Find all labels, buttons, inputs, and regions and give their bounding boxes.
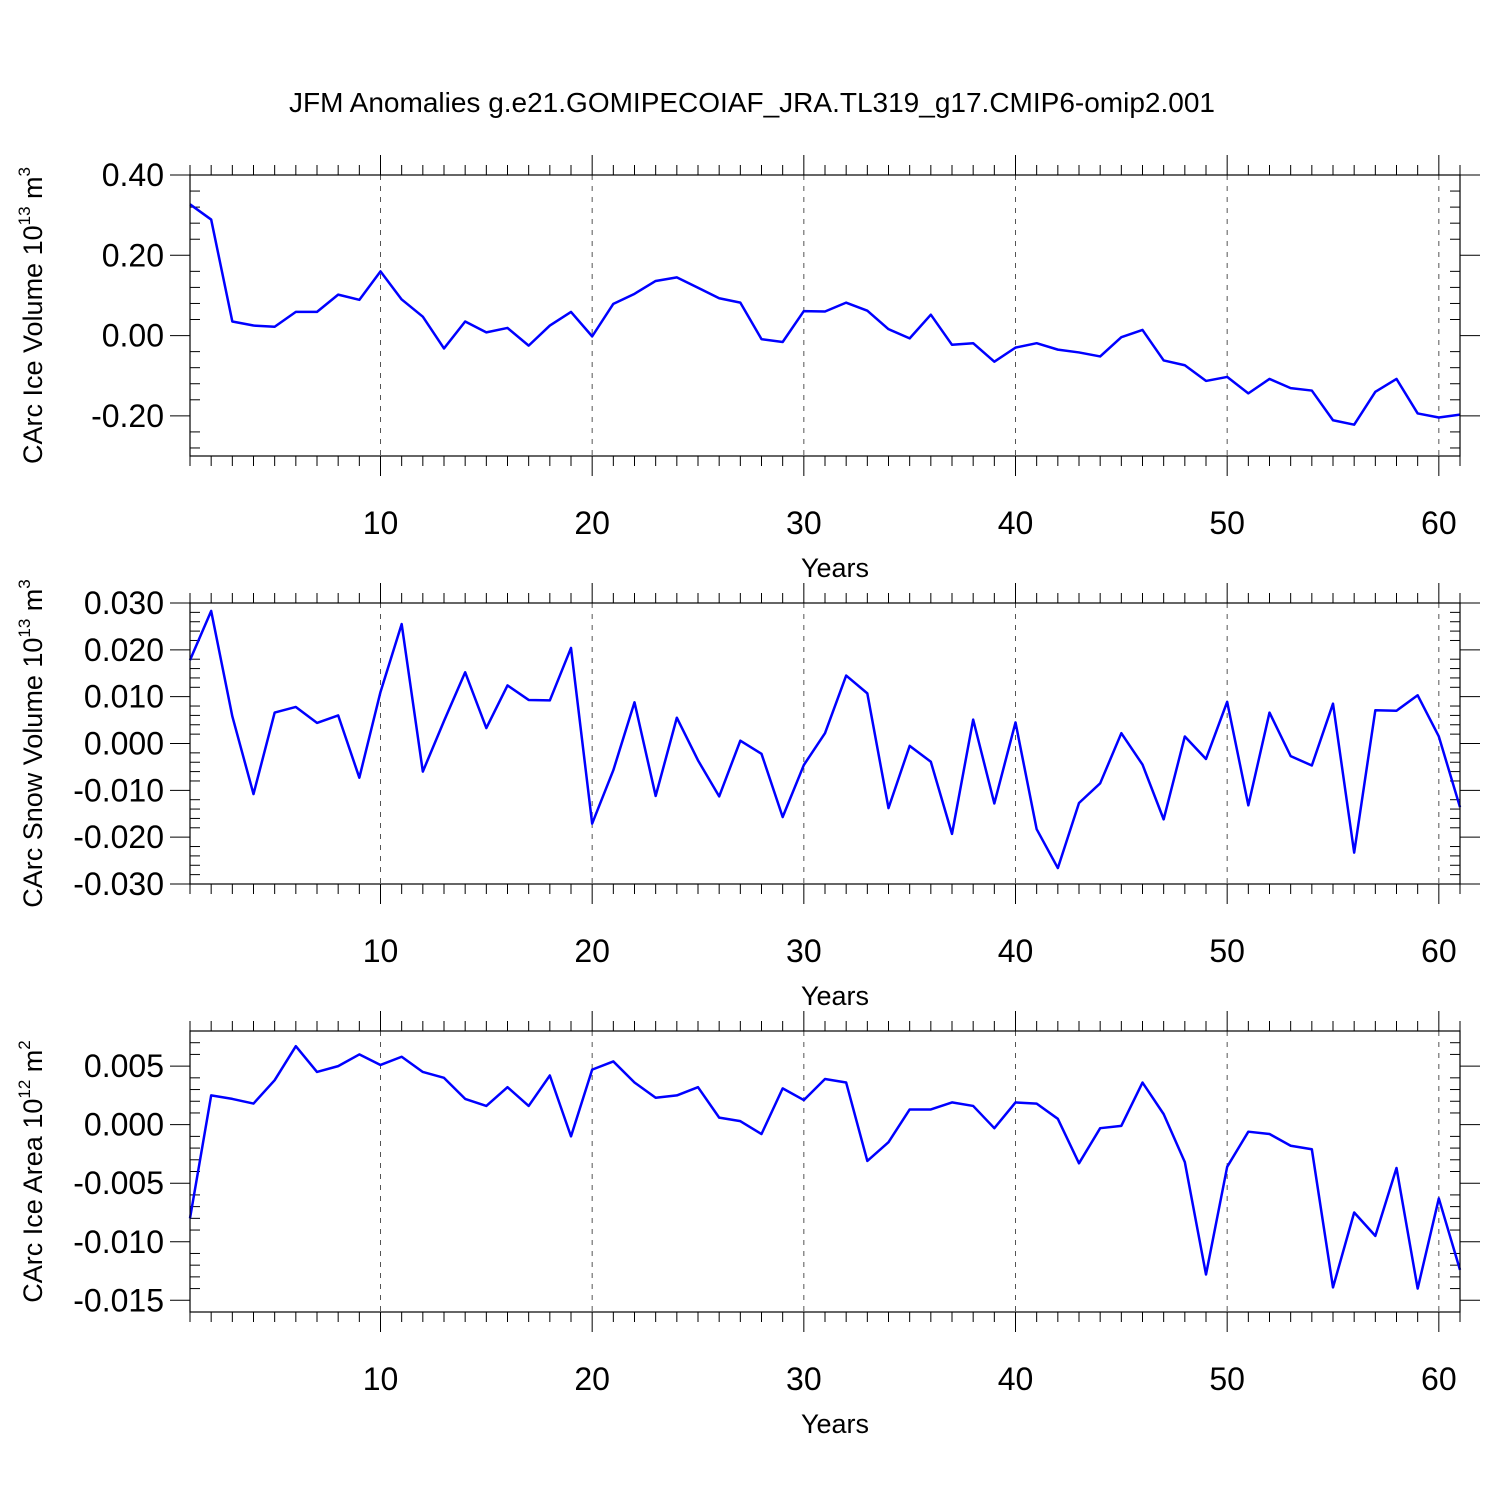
x-tick-label: 50 bbox=[1209, 933, 1245, 969]
series-line bbox=[189, 203, 1461, 426]
plot-frame bbox=[189, 174, 1461, 457]
panel-2: 10 20 30 40 50 60 0.030 0.020 0.010 0.000 -0.010 -0… bbox=[15, 579, 1480, 1011]
y-axis-label: CArc Ice Area 1012 m2 bbox=[15, 1040, 48, 1303]
x-tick-label: 20 bbox=[574, 1361, 610, 1397]
x-tick-label: 30 bbox=[786, 505, 822, 541]
x-tick-label: 10 bbox=[363, 505, 399, 541]
y-tick-label: 0.20 bbox=[102, 237, 164, 273]
y-tick-label: -0.015 bbox=[73, 1282, 164, 1318]
y-axis-label: CArc Snow Volume 1013 m3 bbox=[15, 579, 48, 908]
y-tick-label: 0.000 bbox=[84, 1107, 164, 1143]
y-tick-label: 0.020 bbox=[84, 632, 164, 668]
plot-frame bbox=[189, 1030, 1461, 1313]
x-tick-label: 30 bbox=[786, 1361, 822, 1397]
panels: 10 20 30 40 50 60 0.40 0.20 0.00 -0.20 Years CArc I… bbox=[15, 155, 1480, 1439]
x-tick-label: 20 bbox=[574, 933, 610, 969]
figure-title: JFM Anomalies g.e21.GOMIPECOIAF_JRA.TL31… bbox=[289, 87, 1215, 118]
x-tick-label: 60 bbox=[1421, 933, 1457, 969]
panel-3: 10 20 30 40 50 60 0.005 0.000 -0.005 -0.010 -0.015… bbox=[15, 1011, 1480, 1439]
y-axis-label-unit-exponent: 2 bbox=[15, 1040, 34, 1049]
plot-frame bbox=[189, 602, 1461, 885]
panel-1: 10 20 30 40 50 60 0.40 0.20 0.00 -0.20 Years CArc I… bbox=[15, 155, 1480, 583]
x-axis-label: Years bbox=[801, 981, 869, 1011]
x-axis-label: Years bbox=[801, 553, 869, 583]
y-tick-label: 0.000 bbox=[84, 726, 164, 762]
y-axis-label-unit-exponent: 3 bbox=[15, 579, 34, 588]
y-tick-label: 0.40 bbox=[102, 157, 164, 193]
x-tick-label: 40 bbox=[998, 933, 1034, 969]
y-axis-label-exponent: 13 bbox=[15, 206, 34, 225]
y-axis-label-unit: m bbox=[18, 176, 48, 206]
y-axis-label-unit-exponent: 3 bbox=[15, 167, 34, 176]
x-tick-label: 50 bbox=[1209, 505, 1245, 541]
y-axis-label-unit: m bbox=[18, 589, 48, 619]
y-axis-label-unit: m bbox=[18, 1050, 48, 1080]
x-tick-label: 40 bbox=[998, 1361, 1034, 1397]
y-axis-label-exponent: 13 bbox=[15, 619, 34, 638]
x-tick-label: 10 bbox=[363, 933, 399, 969]
series-line bbox=[188, 1044, 1462, 1290]
y-axis-label-exponent: 12 bbox=[15, 1080, 34, 1099]
x-tick-label: 60 bbox=[1421, 505, 1457, 541]
y-tick-label: -0.030 bbox=[73, 866, 164, 902]
y-tick-label: 0.010 bbox=[84, 679, 164, 715]
y-tick-label: -0.20 bbox=[91, 398, 164, 434]
y-tick-label: 0.00 bbox=[102, 318, 164, 354]
x-tick-label: 50 bbox=[1209, 1361, 1245, 1397]
series-line bbox=[188, 609, 1462, 870]
x-tick-label: 60 bbox=[1421, 1361, 1457, 1397]
y-axis-label-main: CArc Snow Volume 10 bbox=[18, 638, 48, 908]
y-axis-label-main: CArc Ice Area 10 bbox=[18, 1099, 48, 1303]
y-tick-label: -0.010 bbox=[73, 1224, 164, 1260]
y-tick-label: -0.010 bbox=[73, 772, 164, 808]
x-tick-label: 10 bbox=[363, 1361, 399, 1397]
x-tick-label: 20 bbox=[574, 505, 610, 541]
y-tick-label: -0.020 bbox=[73, 819, 164, 855]
x-axis-label: Years bbox=[801, 1409, 869, 1439]
y-tick-label: 0.030 bbox=[84, 585, 164, 621]
x-tick-label: 30 bbox=[786, 933, 822, 969]
y-tick-label: 0.005 bbox=[84, 1048, 164, 1084]
y-axis-label-main: CArc Ice Volume 10 bbox=[18, 225, 48, 464]
x-tick-label: 40 bbox=[998, 505, 1034, 541]
y-axis-label: CArc Ice Volume 1013 m3 bbox=[15, 167, 48, 464]
y-tick-label: -0.005 bbox=[73, 1165, 164, 1201]
